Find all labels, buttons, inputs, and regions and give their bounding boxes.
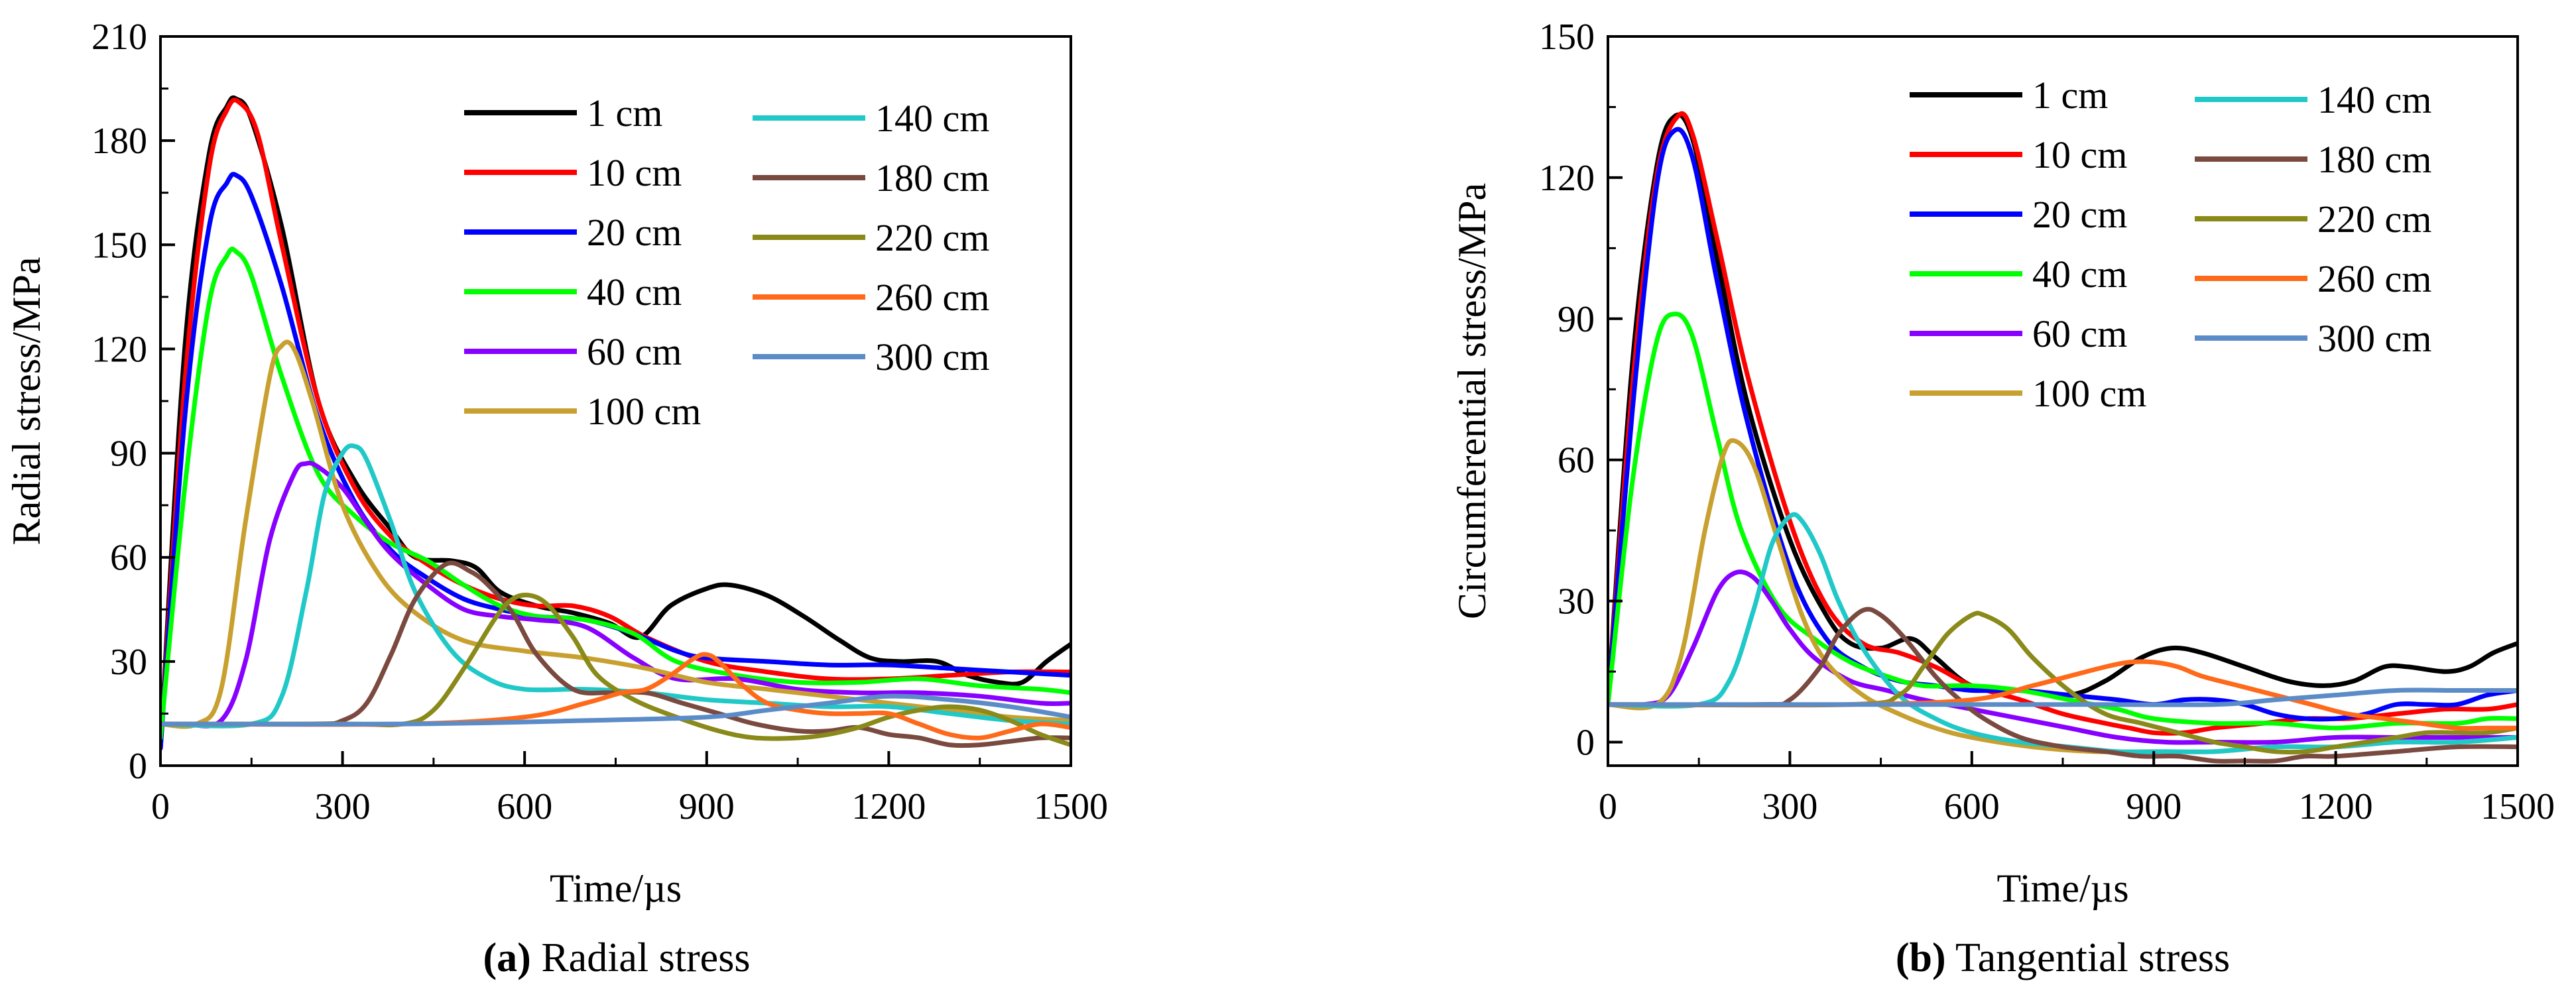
legend-label: 40 cm [2032,253,2127,296]
legend-label: 40 cm [587,270,682,314]
series-line-300cm [160,693,1071,727]
legend-label: 260 cm [2317,257,2431,300]
legend-label: 220 cm [875,216,989,259]
legend-label: 140 cm [2317,78,2431,121]
x-axis-label: Time/µs [550,866,682,910]
legend-label: 1 cm [587,91,662,135]
panel-b-tangential-stress: 0 300 600 900 1200 1500 0 30 60 90 120 150 Time/µs Ci… [1450,17,2555,980]
x-tick-label: 1500 [1034,786,1108,827]
y-axis-label: Radial stress/MPa [5,257,48,546]
panel-a-radial-stress: 0 300 600 900 1200 1500 0 30 60 90 120 150 180 210 Tim… [5,17,1108,980]
x-tick-label: 1200 [2299,786,2373,827]
x-tick-label: 1200 [851,786,926,827]
legend-label: 100 cm [587,390,701,433]
plot-lines [160,95,1071,751]
caption-panel-letter: (a) [483,935,531,980]
legend-label: 300 cm [2317,317,2431,360]
x-tick-label: 1500 [2481,786,2555,827]
legend-label: 140 cm [875,97,989,140]
series-line-60cm [160,460,1071,729]
series-line-140cm [1608,512,2518,754]
x-tick-label: 900 [2126,786,2181,827]
legend: 1 cm 10 cm 20 cm 40 cm 60 cm 100 cm 140 cm 180 … [1910,74,2431,415]
caption-panel-letter: (b) [1896,935,1946,980]
plot-lines [1608,111,2518,764]
legend-label: 1 cm [2032,74,2108,117]
legend-label: 300 cm [875,335,989,379]
x-tick-label: 300 [315,786,371,827]
x-tick-label: 300 [1762,786,1817,827]
x-axis-label: Time/µs [1996,866,2128,910]
series-line-40cm [160,247,1071,740]
series-line-60cm [1608,569,2518,745]
legend-label: 10 cm [587,151,682,194]
series-line-10cm [160,97,1071,751]
y-tick-label: 30 [1558,581,1595,622]
y-tick-label: 150 [92,225,147,266]
panel-caption: (b) Tangential stress [1896,935,2230,980]
y-tick-label: 120 [1539,158,1595,199]
legend-label: 180 cm [2317,138,2431,181]
legend-label: 100 cm [2032,372,2146,415]
legend-label: 10 cm [2032,133,2127,176]
legend: 1 cm 10 cm 20 cm 40 cm 60 cm 100 cm 140 cm 180 … [464,91,989,433]
legend-label: 260 cm [875,276,989,319]
y-tick-label: 30 [110,642,147,683]
y-axis-label: Circumferential stress/MPa [1450,183,1494,619]
y-tick-label: 120 [92,329,147,370]
x-tick-label: 0 [151,786,170,827]
y-tick-label: 0 [1576,723,1595,764]
series-line-220cm [160,593,1071,748]
series-line-300cm [1608,687,2518,707]
caption-text: Radial stress [531,935,751,980]
y-tick-label: 210 [92,17,147,58]
legend-label: 20 cm [2032,193,2127,236]
legend-label: 180 cm [875,156,989,200]
y-tick-label: 180 [92,121,147,162]
x-tick-label: 0 [1599,786,1617,827]
x-tick-label: 600 [1944,786,2000,827]
series-line-20cm [1608,127,2518,722]
series-line-140cm [160,443,1071,729]
y-tick-label: 60 [110,538,147,579]
y-tick-label: 60 [1558,440,1595,481]
series-line-180cm [1608,607,2518,764]
legend-label: 20 cm [587,211,682,254]
legend-label: 60 cm [2032,312,2127,355]
x-tick-label: 600 [497,786,552,827]
series-line-260cm [160,652,1071,740]
series-line-220cm [1608,611,2518,755]
y-tick-label: 150 [1539,17,1595,58]
y-tick-label: 0 [129,746,147,787]
caption-text: Tangential stress [1946,935,2230,980]
y-tick-label: 90 [1558,299,1595,340]
x-tick-label: 900 [679,786,735,827]
panel-caption: (a) Radial stress [483,935,751,980]
series-line-1cm [1608,112,2518,707]
y-tick-label: 90 [110,434,147,475]
series-line-260cm [1608,659,2518,731]
legend-label: 60 cm [587,330,682,373]
series-line-40cm [1608,312,2518,731]
legend-label: 220 cm [2317,198,2431,241]
